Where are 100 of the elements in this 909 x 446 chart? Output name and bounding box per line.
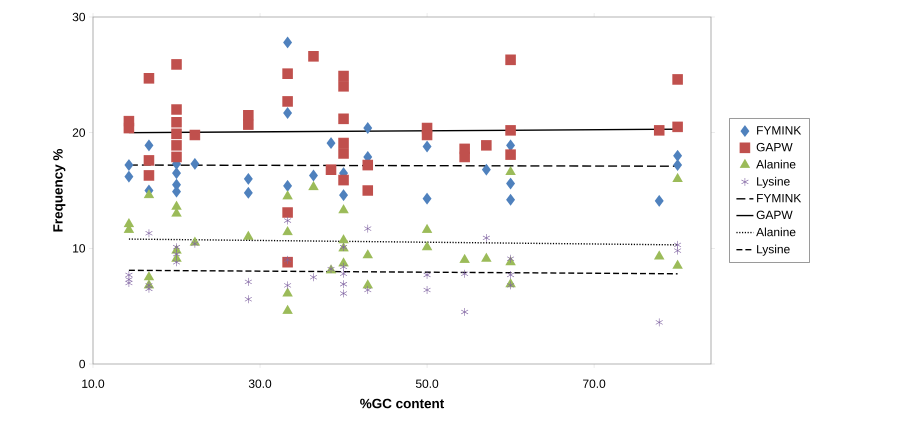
- point: [283, 36, 292, 48]
- point: [506, 270, 514, 280]
- point: [338, 138, 349, 148]
- point: [172, 250, 180, 258]
- point: [172, 242, 180, 252]
- point: [282, 190, 293, 200]
- legend-label: FYMINK: [757, 126, 802, 134]
- point: [654, 195, 664, 207]
- point: [423, 270, 431, 280]
- point: [505, 125, 516, 136]
- point: [171, 116, 182, 128]
- point: [481, 252, 492, 262]
- point: [673, 159, 682, 171]
- point: [243, 230, 254, 240]
- point: [364, 286, 372, 294]
- point: [459, 152, 470, 162]
- point: [284, 281, 292, 290]
- legend-label: Lysine: [757, 176, 790, 188]
- legend-label: Lysine: [757, 244, 790, 256]
- y-tick-label: 10: [73, 244, 86, 253]
- point: [144, 189, 154, 198]
- point: [655, 318, 663, 327]
- point: [145, 229, 153, 238]
- point: [308, 51, 319, 62]
- point: [422, 224, 432, 233]
- point: [674, 246, 682, 255]
- point: [282, 68, 293, 79]
- point: [506, 178, 515, 190]
- point: [460, 254, 470, 263]
- point: [284, 216, 292, 225]
- point: [284, 256, 292, 264]
- legend-label: GAPW: [756, 142, 793, 152]
- y-axis-title: Frequency %: [53, 149, 66, 232]
- legend-label: Alanine: [756, 160, 796, 168]
- point: [244, 278, 252, 286]
- point: [505, 54, 516, 66]
- point: [282, 288, 293, 296]
- point: [171, 152, 182, 162]
- point: [283, 107, 292, 119]
- point: [338, 234, 349, 244]
- point: [244, 173, 253, 185]
- x-axis-title: %GC content: [360, 398, 444, 408]
- point: [422, 140, 432, 152]
- point: [363, 122, 372, 134]
- point: [654, 250, 664, 260]
- point: [243, 119, 254, 130]
- point: [338, 81, 349, 92]
- point: [282, 226, 293, 236]
- point: [326, 164, 336, 175]
- point: [362, 280, 373, 288]
- point: [672, 260, 683, 269]
- point: [506, 281, 514, 290]
- point: [674, 240, 682, 250]
- x-tick-label: 70.0: [583, 379, 606, 388]
- point: [125, 270, 133, 280]
- point: [506, 194, 515, 206]
- x-tick-label: 30.0: [248, 379, 272, 388]
- point: [423, 286, 431, 294]
- point: [171, 200, 182, 210]
- legend-label: GAPW: [756, 210, 793, 220]
- point: [422, 241, 432, 250]
- point: [338, 148, 349, 159]
- point: [505, 149, 516, 160]
- x-tick-label: 50.0: [416, 379, 438, 388]
- point: [481, 140, 492, 151]
- y-tick-label: 0: [79, 360, 86, 368]
- point: [460, 308, 468, 316]
- point: [124, 122, 134, 134]
- point: [144, 140, 154, 152]
- point: [362, 160, 374, 170]
- point: [172, 258, 180, 266]
- point: [673, 150, 682, 162]
- point: [338, 114, 349, 124]
- point: [144, 155, 154, 166]
- point: [338, 204, 349, 214]
- point: [171, 140, 182, 151]
- point: [672, 122, 683, 132]
- point: [340, 262, 348, 272]
- point: [460, 269, 468, 278]
- legend-label: FYMINK: [757, 194, 802, 202]
- point: [482, 164, 491, 176]
- point: [422, 192, 432, 204]
- point: [282, 96, 293, 107]
- point: [654, 125, 665, 136]
- point: [124, 159, 134, 171]
- point: [144, 271, 154, 280]
- point: [339, 189, 348, 201]
- point: [308, 181, 319, 190]
- point: [244, 294, 252, 304]
- point: [171, 208, 182, 217]
- point: [672, 173, 683, 182]
- point: [283, 180, 292, 192]
- point: [243, 110, 254, 121]
- point: [282, 305, 293, 314]
- point: [364, 224, 372, 233]
- point: [171, 104, 182, 115]
- point: [144, 73, 154, 84]
- point: [124, 170, 134, 182]
- point: [171, 128, 182, 140]
- y-tick-label: 20: [72, 128, 86, 137]
